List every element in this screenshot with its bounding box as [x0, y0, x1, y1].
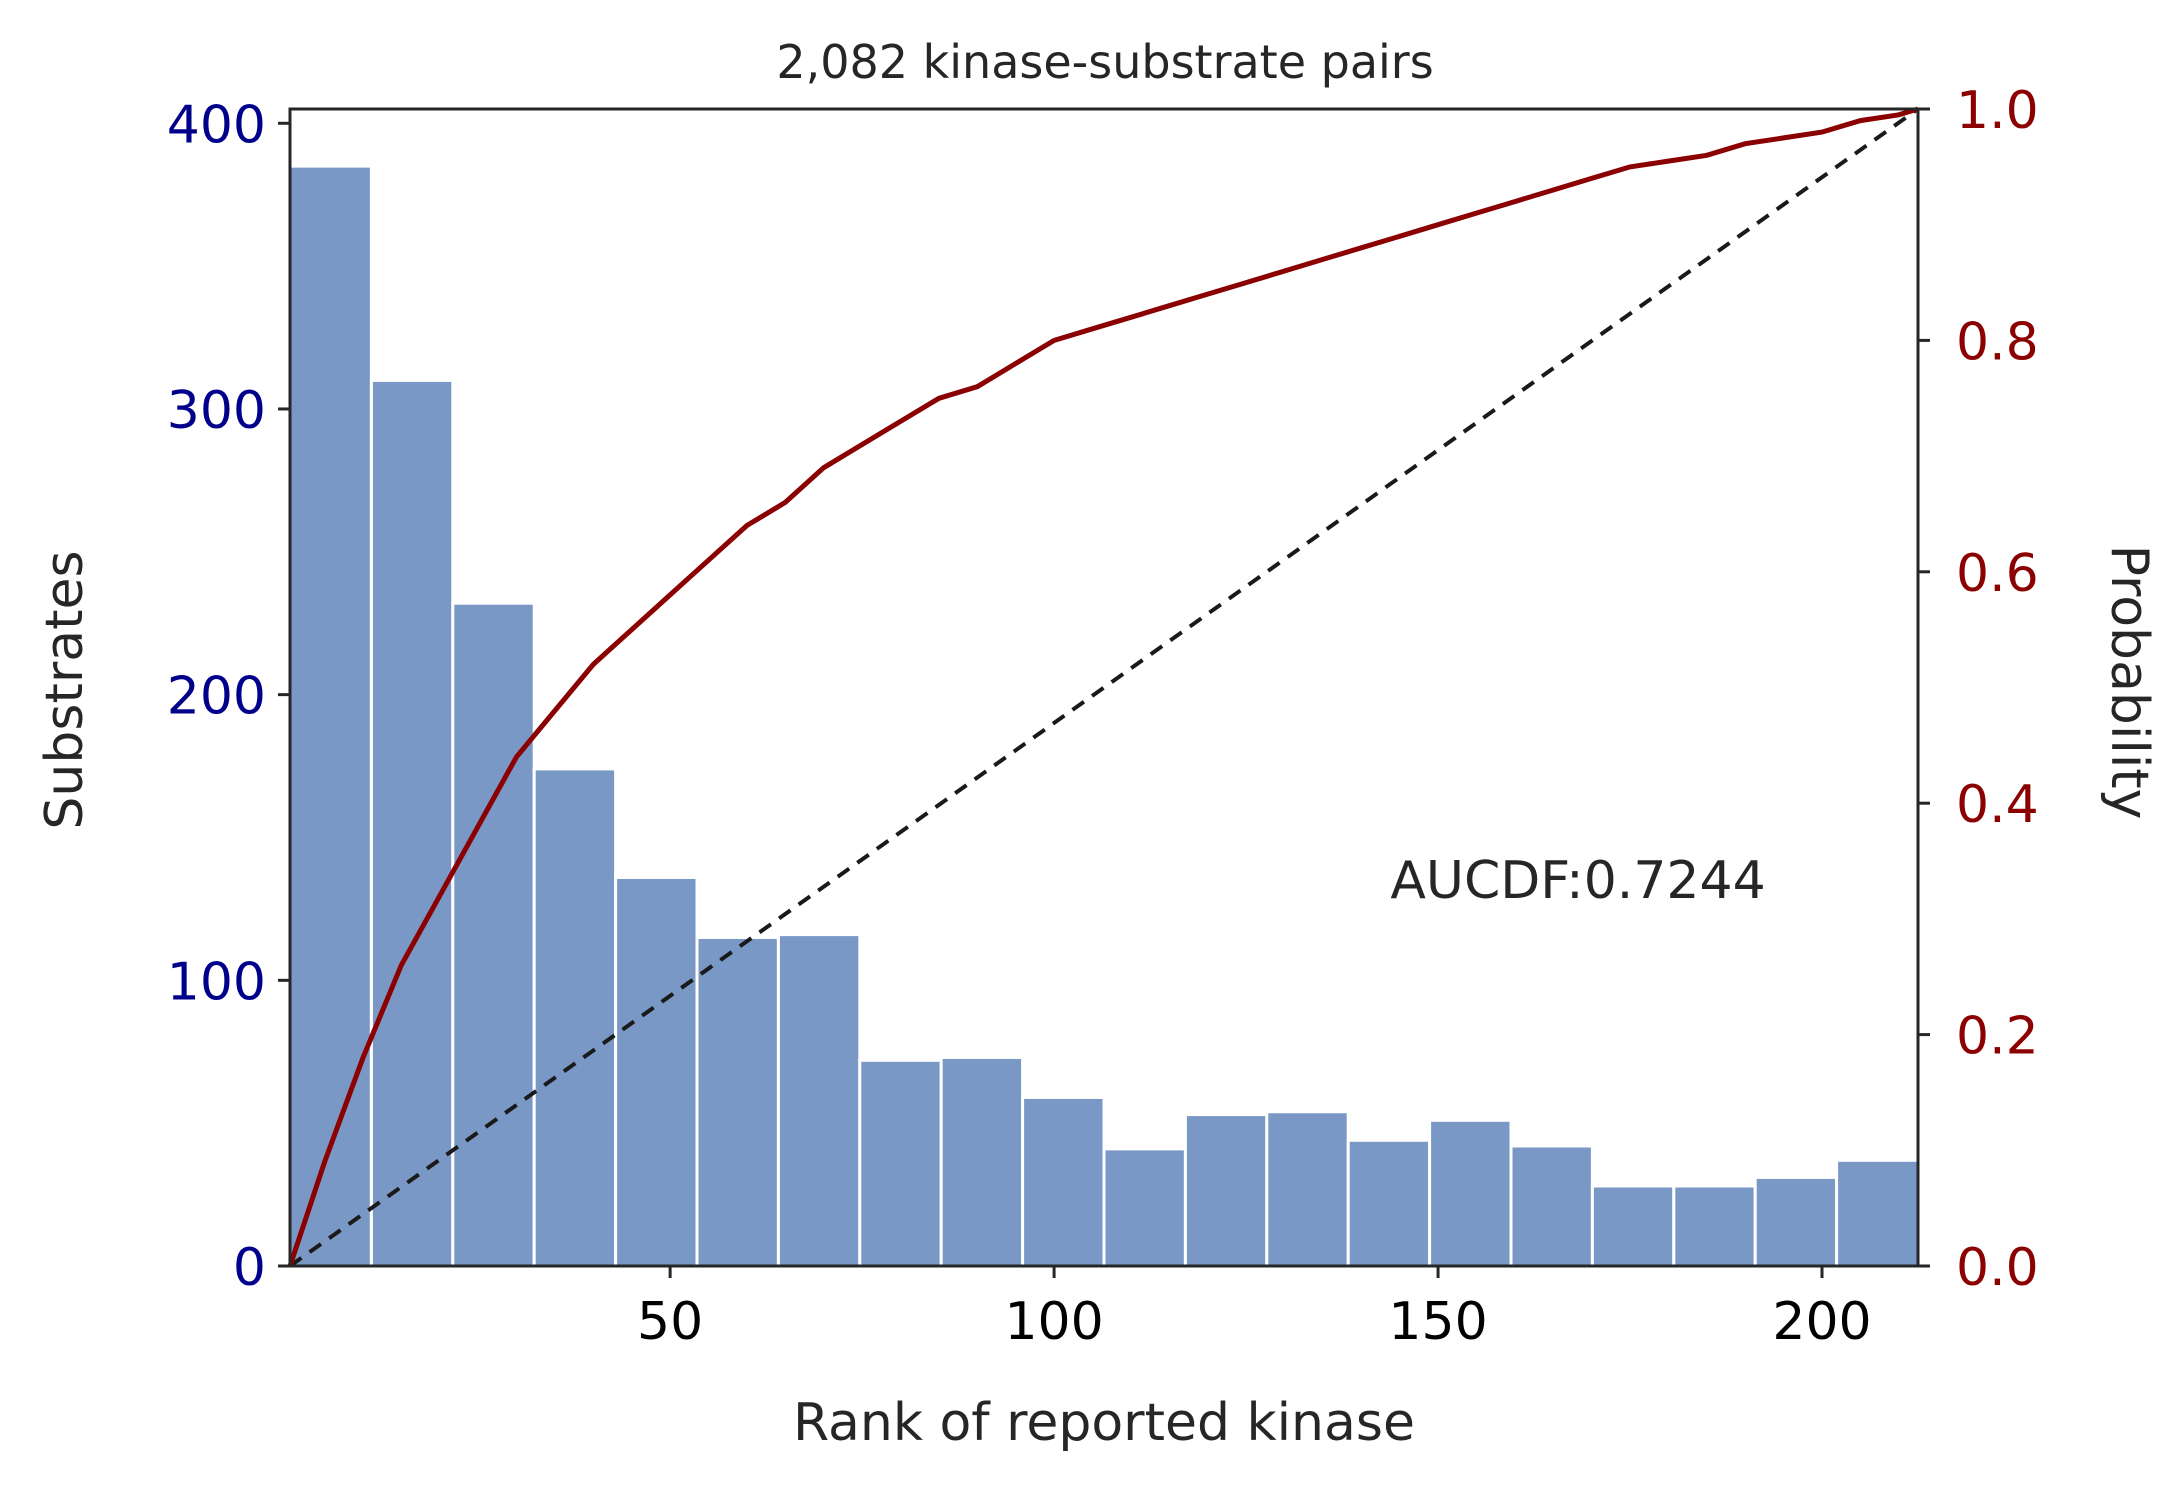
x-tick-label: 200: [1772, 1292, 1871, 1352]
histogram-bar: [1509, 1144, 1594, 1268]
left-y-axis-ticks: 0 100 200 300 400: [167, 95, 290, 1298]
left-y-tick-label: 300: [167, 381, 266, 441]
left-y-tick-label: 0: [233, 1238, 266, 1298]
histogram-bar: [614, 875, 699, 1268]
histogram-bar: [288, 164, 373, 1268]
histogram-bar: [939, 1055, 1025, 1268]
histogram-bar: [1183, 1113, 1269, 1268]
x-axis-label: Rank of reported kinase: [793, 1393, 1415, 1453]
plot-frame: [288, 107, 1920, 1268]
left-y-axis-label: Substrates: [35, 550, 95, 829]
right-y-axis-ticks: 0.0 0.2 0.4 0.6 0.8 1.0: [1918, 81, 2039, 1298]
histogram-bar: [1672, 1184, 1757, 1268]
histogram-bar: [1835, 1158, 1920, 1268]
right-y-tick-label: 0.2: [1956, 1007, 2039, 1067]
chart-title: 2,082 kinase-substrate pairs: [776, 35, 1433, 89]
histogram-bar: [695, 935, 780, 1268]
histogram-bar: [451, 601, 536, 1268]
x-tick-label: 100: [1004, 1292, 1103, 1352]
histogram-bar: [1102, 1147, 1187, 1268]
right-y-tick-label: 0.0: [1956, 1238, 2039, 1298]
histogram-bars: [288, 164, 1920, 1268]
histogram-bar: [369, 378, 455, 1268]
left-y-tick-label: 400: [167, 95, 266, 155]
right-y-tick-label: 1.0: [1956, 81, 2039, 141]
histogram-bar: [858, 1058, 943, 1268]
right-y-tick-label: 0.6: [1956, 544, 2039, 604]
x-tick-label: 50: [637, 1292, 703, 1352]
right-y-tick-label: 0.4: [1956, 775, 2039, 835]
histogram-bar: [1021, 1095, 1106, 1268]
histogram-bar: [1265, 1110, 1350, 1268]
left-y-tick-label: 100: [167, 952, 266, 1012]
histogram-bar: [532, 767, 618, 1268]
histogram-bar: [1428, 1118, 1513, 1268]
diagonal-reference-line: [288, 107, 1920, 1268]
left-y-tick-label: 200: [167, 667, 266, 727]
histogram-bar: [776, 933, 862, 1268]
right-y-axis-label: Probability: [2099, 545, 2159, 820]
histogram-bar: [1590, 1184, 1676, 1268]
x-tick-label: 150: [1388, 1292, 1487, 1352]
x-axis-ticks: 50 100 150 200: [637, 1266, 1872, 1352]
aucdf-annotation: AUCDF:0.7244: [1390, 851, 1765, 911]
cdf-line: [287, 106, 1919, 1267]
histogram-bar: [1346, 1138, 1432, 1268]
histogram-bar: [1753, 1175, 1839, 1268]
right-y-tick-label: 0.8: [1956, 312, 2039, 372]
